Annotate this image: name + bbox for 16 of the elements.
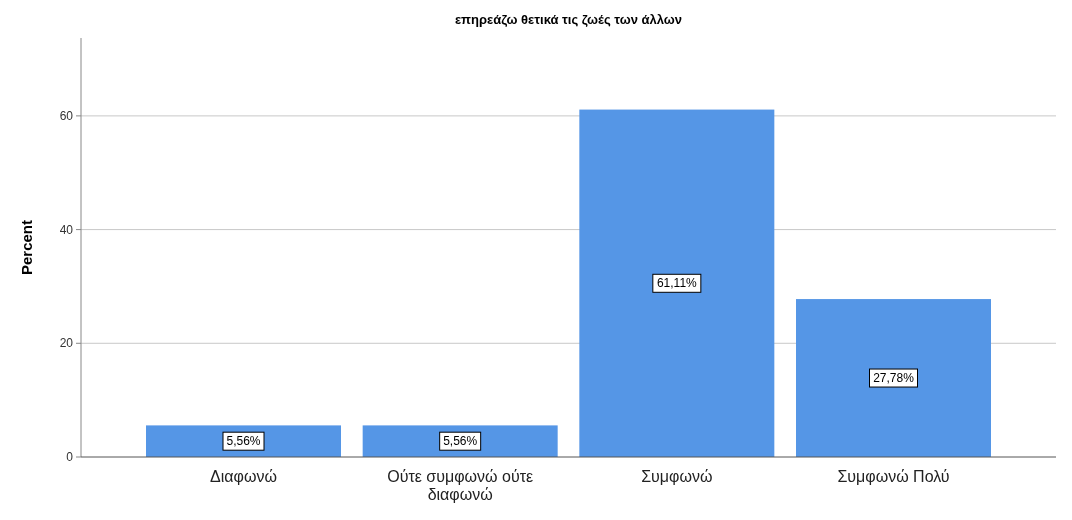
x-tick-label: Διαφωνώ — [210, 468, 277, 485]
y-tick-label: 0 — [66, 450, 74, 465]
data-label: 5,56% — [443, 434, 478, 449]
data-label: 27,78% — [873, 371, 915, 386]
y-tick-label: 20 — [59, 336, 74, 351]
y-tick-label: 60 — [59, 109, 74, 124]
bar — [796, 299, 991, 457]
y-axis-title: Percent — [18, 219, 35, 276]
x-tick-label: Συμφωνώ — [641, 468, 713, 485]
chart-title: επηρεάζω θετικά τις ζωές των άλλων — [454, 12, 683, 27]
bar — [579, 109, 775, 457]
x-tick-label: Συμφωνώ Πολύ — [837, 468, 950, 485]
y-tick-label: 40 — [59, 222, 74, 237]
x-tick-label: Ούτε συμφωνώ ούτε διαφωνώ — [387, 468, 534, 503]
data-label: 61,11% — [656, 276, 698, 291]
data-label: 5,56% — [226, 434, 261, 449]
